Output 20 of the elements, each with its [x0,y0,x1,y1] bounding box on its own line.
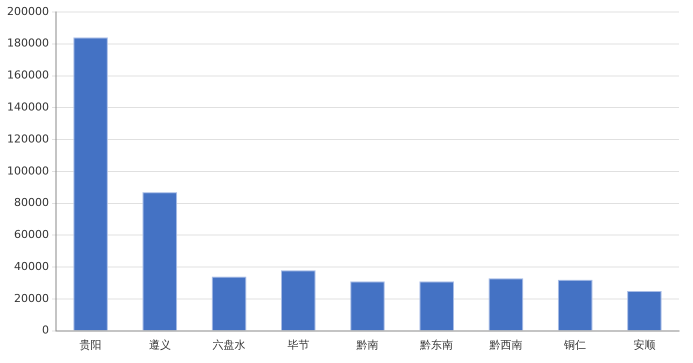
y-tick-label: 80000 [14,196,49,210]
y-tick-label: 40000 [14,260,49,273]
y-tick-label: 100000 [6,164,49,178]
x-tick-label: 黔南 [355,338,378,352]
x-tick-label: 毕节 [287,338,310,352]
x-tick-label: 铜仁 [563,338,586,352]
y-tick-label: 60000 [14,228,49,242]
y-tick-label: 20000 [14,292,49,305]
y-tick-label: 0 [42,324,49,337]
x-tick-label: 黔东南 [419,338,454,352]
y-tick-label: 120000 [6,132,49,146]
x-tick-label: 遵义 [148,338,171,352]
x-tick-label: 贵阳 [80,338,102,352]
x-tick-label: 安顺 [633,338,656,352]
x-tick-label: 六盘水 [212,338,246,352]
y-tick-label: 200000 [6,4,49,18]
y-tick-label: 160000 [6,68,49,82]
y-tick-label: 140000 [6,100,49,114]
x-tick-label: 黔西南 [488,338,522,352]
y-tick-label: 180000 [6,36,49,50]
